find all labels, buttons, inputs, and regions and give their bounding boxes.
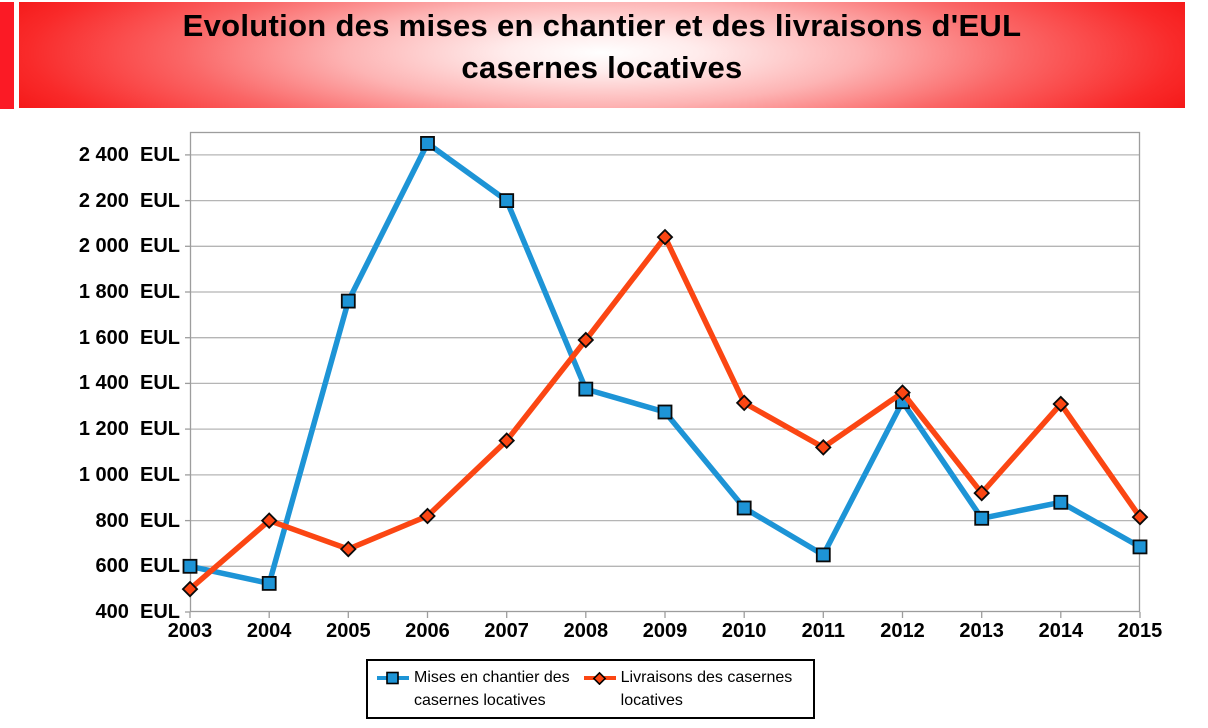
chart-title-line1: Evolution des mises en chantier et des l… xyxy=(182,8,1022,43)
y-axis-label: 2 000 EUL xyxy=(78,235,180,258)
data-point-marker xyxy=(657,404,673,420)
data-point-marker xyxy=(735,394,753,412)
legend-label-line: locatives xyxy=(620,692,683,709)
data-point-marker xyxy=(656,228,674,246)
data-point-marker xyxy=(814,439,832,456)
legend-label-mises: Mises en chantier des casernes locatives xyxy=(414,666,570,712)
y-axis-labels: 400 EUL 600 EUL 800 EUL 1 000 EUL 1 200 EUL 1… xyxy=(40,0,180,728)
x-axis-label: 2015 xyxy=(1117,620,1163,642)
x-axis-label: 2014 xyxy=(1038,620,1084,642)
y-axis-label: 1 800 EUL xyxy=(78,281,180,303)
x-axis-label: 2009 xyxy=(642,620,688,642)
diamond-marker-icon xyxy=(583,671,616,685)
banner-left-accent-bar xyxy=(0,2,14,109)
data-point-marker xyxy=(181,580,199,598)
x-axis-label: 2012 xyxy=(880,620,925,642)
data-point-marker xyxy=(1131,508,1149,526)
data-point-marker xyxy=(736,500,752,516)
legend-item-livraisons: Livraisons des casernes locatives xyxy=(583,666,793,712)
data-point-marker xyxy=(578,381,594,397)
y-axis-label: 1 200 EUL xyxy=(78,418,180,441)
x-axis-label: 2003 xyxy=(167,620,213,642)
plot-area xyxy=(181,131,1149,618)
legend-label-livraisons: Livraisons des casernes locatives xyxy=(621,666,793,712)
plot-border xyxy=(189,131,1141,613)
data-point-marker xyxy=(260,512,278,529)
legend-label-line: Mises en chantier des xyxy=(414,669,570,686)
legend-label-line: Livraisons des casernes xyxy=(620,669,793,686)
x-axis-label: 2006 xyxy=(405,620,450,642)
data-point-marker xyxy=(419,507,436,525)
x-axis-label: 2007 xyxy=(484,620,529,642)
data-point-marker xyxy=(498,432,516,449)
data-point-marker xyxy=(499,193,515,208)
data-point-marker xyxy=(577,331,595,349)
y-axis-label: 2 400 EUL xyxy=(78,143,180,166)
data-point-marker xyxy=(182,558,198,574)
data-point-marker xyxy=(894,384,911,401)
y-axis-label: 600 EUL xyxy=(95,555,180,578)
x-axis-label: 2008 xyxy=(563,620,609,642)
data-point-marker xyxy=(339,540,357,558)
x-axis-label: 2005 xyxy=(326,620,371,642)
y-axis-label: 2 200 EUL xyxy=(78,189,180,212)
data-point-marker xyxy=(340,293,356,309)
x-axis-label: 2010 xyxy=(721,620,767,642)
data-point-marker xyxy=(973,484,991,502)
x-axis-label: 2004 xyxy=(246,620,292,642)
data-point-marker xyxy=(1052,395,1070,413)
data-point-marker xyxy=(1132,539,1148,555)
legend-item-mises: Mises en chantier des casernes locatives xyxy=(377,666,570,712)
chart-title-line2: casernes locatives xyxy=(461,50,743,85)
legend-label-line: casernes locatives xyxy=(414,692,546,709)
series-0-line xyxy=(187,140,1143,587)
title-banner: Evolution des mises en chantier et des l… xyxy=(19,2,1185,108)
data-point-marker xyxy=(261,575,277,591)
y-axis-label: 1 000 EUL xyxy=(78,463,180,486)
y-axis-label: 1 400 EUL xyxy=(78,372,180,395)
x-axis-label: 2011 xyxy=(801,620,846,642)
y-axis-label: 1 600 EUL xyxy=(78,326,180,349)
x-axis-label: 2013 xyxy=(959,620,1004,642)
y-axis-label: 400 EUL xyxy=(95,601,180,623)
data-point-marker xyxy=(974,510,990,526)
square-marker-icon xyxy=(377,671,409,685)
x-axis-labels: 2003 2004 2005 2006 2007 2008 2009 2010 2011 2012… xyxy=(0,620,1208,650)
legend: Mises en chantier des casernes locatives… xyxy=(366,659,815,719)
data-point-marker xyxy=(1053,494,1069,510)
data-point-marker xyxy=(420,136,435,151)
y-axis-label: 800 EUL xyxy=(95,509,180,532)
data-point-marker xyxy=(815,547,831,563)
